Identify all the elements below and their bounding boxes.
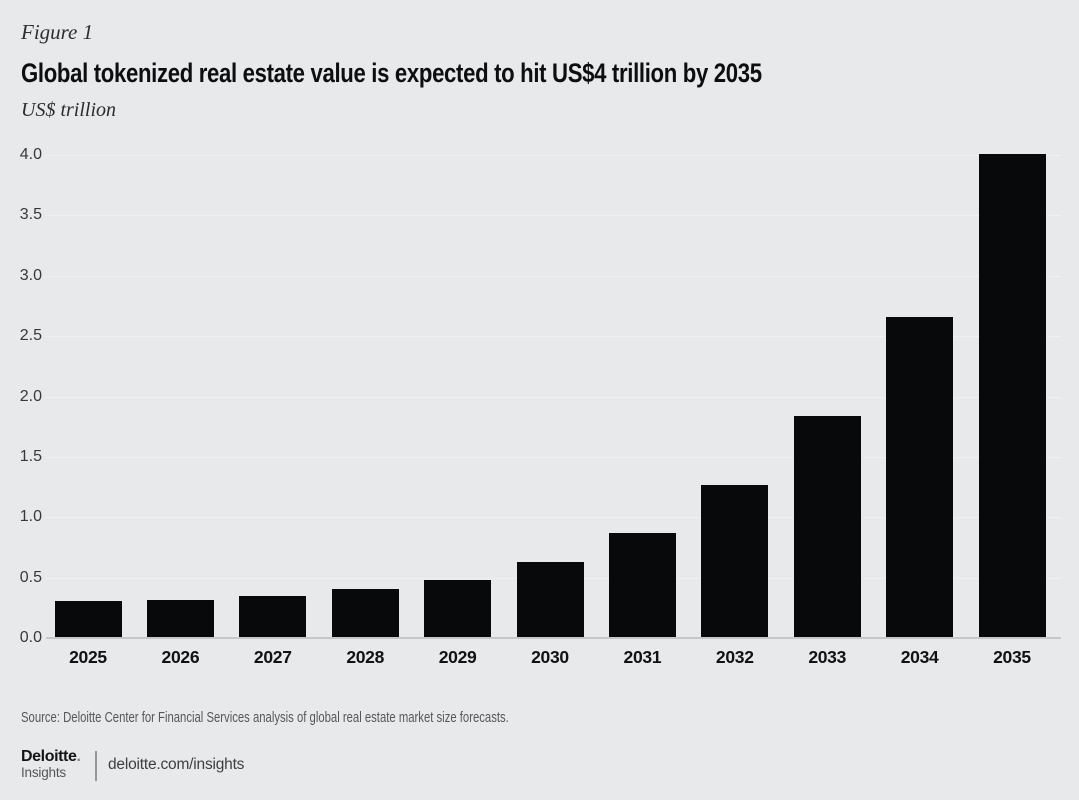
y-axis-unit-label: US$ trillion <box>21 99 117 121</box>
x-tick-label-2030: 2030 <box>531 647 569 667</box>
logo-brand-dot: . <box>76 748 81 765</box>
bar-2035 <box>978 154 1046 637</box>
y-tick-label-3.5: 3.5 <box>19 206 42 224</box>
x-tick-label-2035: 2035 <box>993 647 1031 667</box>
y-tick-label-0.0: 0.0 <box>19 629 42 646</box>
y-tick-label-3.0: 3.0 <box>19 266 42 284</box>
x-tick-label-2029: 2029 <box>438 647 477 667</box>
y-tick-label-0.5: 0.5 <box>19 568 42 586</box>
x-axis-baseline <box>46 637 1061 639</box>
gridline-3.0 <box>46 275 1061 277</box>
source-note: Source: Deloitte Center for Financial Se… <box>21 710 509 726</box>
gridline-2.0 <box>46 396 1061 398</box>
bar-2034 <box>886 317 954 637</box>
bar-2027 <box>239 595 307 637</box>
chart-title: Global tokenized real estate value is ex… <box>21 58 762 88</box>
x-tick-label-2027: 2027 <box>253 647 292 667</box>
bar-2031 <box>608 533 676 637</box>
gridline-1.5 <box>46 456 1061 458</box>
logo-sub-text: Insights <box>21 765 66 781</box>
bar-2029 <box>424 580 492 637</box>
logo-url: deloitte.com/insights <box>108 756 245 773</box>
plot-area <box>46 154 1061 639</box>
x-tick-label-2028: 2028 <box>346 647 385 667</box>
y-tick-label-4.0: 4.0 <box>19 146 42 163</box>
y-tick-label-1.5: 1.5 <box>19 447 42 465</box>
x-tick-label-2025: 2025 <box>69 647 107 667</box>
x-tick-label-2033: 2033 <box>808 647 847 667</box>
bar-2033 <box>793 416 861 637</box>
figure-label: Figure 1 <box>21 20 94 44</box>
logo-brand-text: Deloitte <box>21 748 77 765</box>
x-tick-label-2026: 2026 <box>161 647 200 667</box>
bar-2030 <box>516 562 584 637</box>
logo-divider <box>95 751 97 781</box>
bar-2032 <box>701 484 769 637</box>
y-tick-label-2.5: 2.5 <box>19 327 42 345</box>
bar-2026 <box>146 599 214 637</box>
logo-brand-wordmark: Deloitte. <box>21 748 95 765</box>
gridline-1.0 <box>46 517 1061 519</box>
x-tick-label-2031: 2031 <box>623 647 662 667</box>
gridline-4.0 <box>46 155 1061 156</box>
bar-2028 <box>331 588 399 637</box>
x-tick-label-2034: 2034 <box>900 647 939 667</box>
bar-2025 <box>54 600 122 637</box>
gridline-2.5 <box>46 336 1061 338</box>
x-tick-label-2032: 2032 <box>715 647 754 667</box>
y-tick-label-2.0: 2.0 <box>19 387 42 405</box>
y-tick-label-1.0: 1.0 <box>19 508 42 526</box>
gridline-3.5 <box>46 215 1061 217</box>
deloitte-insights-logo: Deloitte. Insights <box>21 748 95 781</box>
